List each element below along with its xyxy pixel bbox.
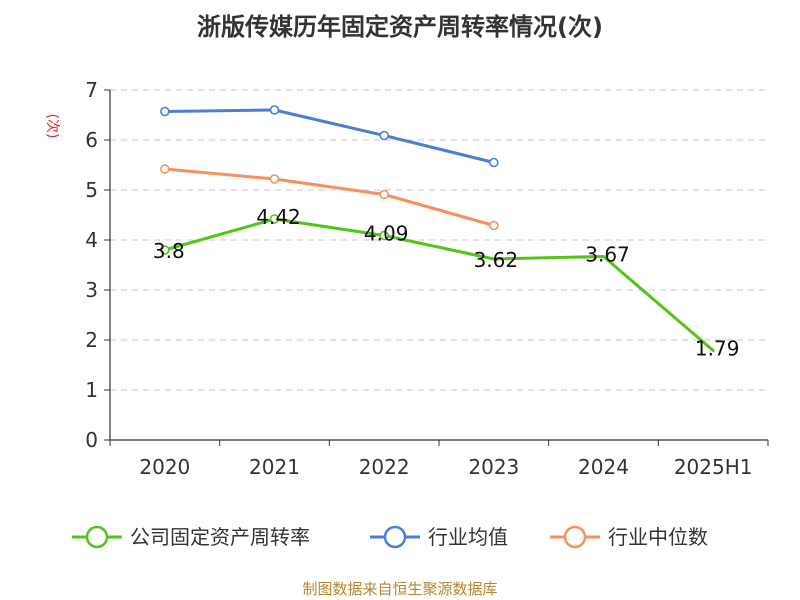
data-point xyxy=(160,106,170,117)
data-label: 4.09 xyxy=(364,222,409,246)
data-label: 4.42 xyxy=(256,205,301,229)
series-layer xyxy=(160,105,715,352)
data-point xyxy=(160,164,170,174)
data-point xyxy=(269,105,280,115)
chart-title: 浙版传媒历年固定资产周转率情况(次) xyxy=(197,13,603,41)
data-point xyxy=(269,214,280,224)
data-label: 3.62 xyxy=(474,248,519,272)
data-point xyxy=(489,157,499,168)
y-tick-label: 4 xyxy=(85,228,98,252)
y-tick-label: 0 xyxy=(85,428,98,452)
legend-swatch-marker xyxy=(85,525,109,549)
x-tick-label: 2025H1 xyxy=(674,455,753,479)
data-point xyxy=(379,230,389,241)
x-tick-label: 2020 xyxy=(139,455,190,479)
legend[interactable]: 公司固定资产周转率 行业均值 行业中位数 xyxy=(72,525,708,549)
series-line-1 xyxy=(163,108,496,164)
data-label: 3.67 xyxy=(585,243,630,267)
legend-item-0[interactable]: 公司固定资产周转率 xyxy=(72,525,310,549)
data-label: 3.8 xyxy=(153,239,185,263)
series-line-0 xyxy=(163,217,715,352)
y-tick-label: 7 xyxy=(85,78,98,102)
data-point xyxy=(160,245,170,255)
legend-swatch-marker xyxy=(563,525,587,549)
y-tick-label: 5 xyxy=(85,178,98,202)
data-point xyxy=(269,174,280,184)
legend-label: 行业均值 xyxy=(428,525,508,549)
legend-item-1[interactable]: 行业均值 xyxy=(370,525,508,549)
y-tick-label: 6 xyxy=(85,128,98,152)
x-tick-label: 2021 xyxy=(249,455,300,479)
source-note: 制图数据来自恒生聚源数据库 xyxy=(302,580,497,598)
gridlines xyxy=(110,89,768,391)
series-line-2 xyxy=(163,167,496,227)
data-label: 1.79 xyxy=(695,337,740,361)
data-labels: 3.8 4.42 4.09 3.62 3.67 1.79 xyxy=(153,205,740,361)
y-tick-label: 3 xyxy=(85,278,98,302)
legend-label: 行业中位数 xyxy=(608,525,708,549)
data-point xyxy=(379,189,389,200)
y-tick-label: 2 xyxy=(85,328,98,352)
x-tick-label: 2024 xyxy=(578,455,629,479)
legend-label: 公司固定资产周转率 xyxy=(130,525,310,549)
y-tick-label: 1 xyxy=(85,378,98,402)
data-point xyxy=(489,220,499,231)
x-tick-label: 2022 xyxy=(359,455,410,479)
y-axis-label: (次) xyxy=(44,114,60,139)
data-point xyxy=(379,130,389,141)
legend-item-2[interactable]: 行业中位数 xyxy=(550,525,708,549)
x-tick-label: 2023 xyxy=(468,455,519,479)
legend-swatch-marker xyxy=(383,525,407,549)
axes: 0 1 2 3 4 5 6 7 2020 2021 2022 2023 2024 2025H1 xyxy=(85,78,769,479)
